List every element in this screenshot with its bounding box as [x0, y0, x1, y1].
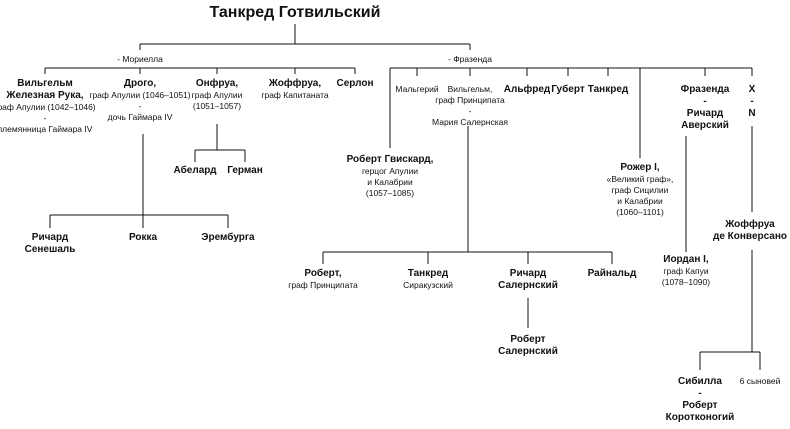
node-line: Сенешаль: [25, 244, 76, 255]
node-line: Салернский: [498, 346, 558, 357]
branch-label: - Фразенда: [448, 54, 492, 64]
node-line: Сиракузский: [403, 280, 453, 290]
node-line: граф Капитаната: [261, 90, 328, 100]
node-line: Онфруа,: [196, 77, 239, 89]
node-line: -: [469, 106, 472, 116]
node-line: дочь Гаймара IV: [108, 112, 173, 122]
connectors: [44, 24, 761, 370]
node-line: и Калабрии: [617, 196, 663, 206]
node-line: Ричард: [510, 268, 547, 279]
node-line: и Калабрии: [367, 177, 413, 187]
node-line: Коротконогий: [666, 412, 735, 423]
node-line: Мальгерий: [395, 84, 438, 94]
node-line: Ричард: [687, 108, 724, 119]
node-line: Роберт: [682, 399, 717, 411]
node-line: граф Принципата: [288, 280, 358, 290]
node-line: Танкред: [408, 268, 449, 279]
node-line: «Великий граф»,: [607, 174, 674, 184]
node-line: граф Апулии: [192, 90, 243, 100]
node-line: Сибилла: [678, 375, 722, 387]
branch-label: - Мориелла: [117, 54, 163, 64]
node-line: Танкред: [588, 84, 629, 95]
node-line: Рожер I,: [620, 162, 660, 173]
node-line: Райнальд: [588, 268, 637, 279]
node-line: Вильгельм: [17, 78, 73, 89]
node-line: (1051–1057): [193, 101, 241, 111]
node-line: -: [703, 96, 706, 107]
node-line: Герман: [227, 165, 263, 176]
node-line: Губерт: [551, 83, 585, 95]
node-line: граф Принципата: [435, 95, 505, 105]
node-line: Фразенда: [681, 84, 730, 95]
node-line: Рокка: [129, 232, 158, 243]
node-line: Альфред: [504, 83, 551, 95]
node-line: N: [748, 108, 755, 119]
node-line: Серлон: [336, 78, 373, 89]
node-line: Иордан I,: [663, 254, 709, 265]
node-line: Жоффруа: [724, 218, 775, 230]
node-line: граф Апулии (1042–1046): [0, 102, 96, 112]
node-line: Мария Салернская: [432, 117, 508, 127]
node-line: Дрого,: [124, 78, 156, 89]
node-line: Ричард: [32, 232, 69, 243]
node-line: Салернский: [498, 280, 558, 291]
node-line: (1057–1085): [366, 188, 414, 198]
node-line: Жоффруа,: [268, 77, 321, 89]
node-line: Абелард: [174, 164, 218, 176]
node-line: Вильгельм,: [448, 84, 493, 94]
node-line: (1060–1101): [616, 207, 664, 217]
node-line: Железная Рука,: [5, 90, 83, 101]
node-line: граф Капуи: [663, 266, 708, 276]
node-line: племянница Гаймара IV: [0, 124, 93, 134]
node-line: -: [698, 388, 701, 399]
node-line: Роберт Гвискард,: [347, 153, 434, 165]
node-line: де Конверсано: [713, 231, 787, 242]
node-line: -: [44, 113, 47, 123]
node-line: Роберт: [510, 333, 545, 345]
node-line: -: [750, 96, 753, 107]
node-line: герцог Апулии: [362, 166, 418, 176]
node-line: 6 сыновей: [740, 376, 781, 386]
node-line: Роберт,: [304, 267, 341, 279]
node-line: (1078–1090): [662, 277, 710, 287]
node-line: X: [749, 84, 756, 95]
node-line: граф Сицилии: [612, 185, 669, 195]
node-line: Эрембурга: [201, 231, 255, 243]
title: Танкред Готвильский: [210, 4, 381, 21]
node-line: граф Апулии (1046–1051): [89, 90, 190, 100]
node-line: Аверский: [681, 120, 729, 131]
node-line: -: [139, 101, 142, 111]
